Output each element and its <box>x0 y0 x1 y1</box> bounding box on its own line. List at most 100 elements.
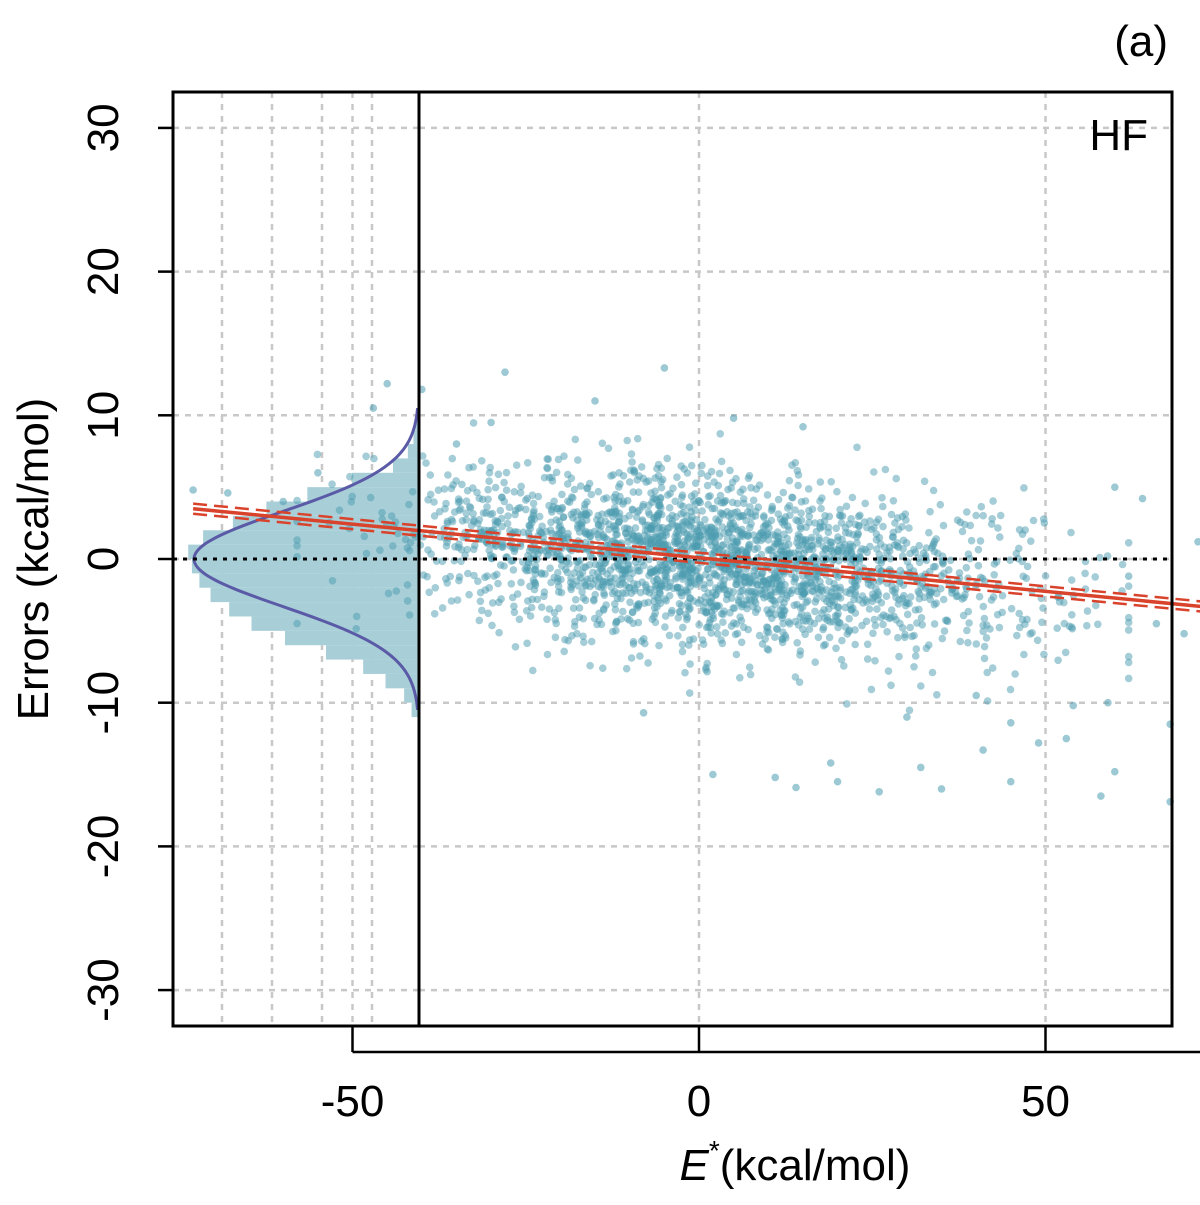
data-point <box>907 593 915 601</box>
data-point <box>661 577 669 585</box>
data-point <box>557 576 565 584</box>
data-point <box>750 567 758 575</box>
y-tick-label: 30 <box>79 103 128 152</box>
data-point <box>698 507 706 515</box>
data-point <box>959 528 967 536</box>
data-point <box>730 619 738 627</box>
data-point <box>833 488 841 496</box>
data-point <box>672 513 680 521</box>
data-point <box>659 476 667 484</box>
data-point <box>937 501 945 509</box>
data-point <box>698 462 706 470</box>
data-point <box>760 577 768 585</box>
data-point <box>638 637 646 645</box>
data-point <box>861 518 869 526</box>
data-point <box>1125 626 1133 634</box>
data-point <box>821 512 829 520</box>
data-point <box>1008 605 1016 613</box>
y-tick-label: 20 <box>79 247 128 296</box>
data-point <box>599 581 607 589</box>
data-point <box>389 542 397 550</box>
data-point <box>586 662 594 670</box>
data-point <box>404 544 412 552</box>
data-point <box>744 532 752 540</box>
data-point <box>883 592 891 600</box>
data-point <box>483 503 491 511</box>
data-point <box>634 604 642 612</box>
data-point <box>796 533 804 541</box>
data-point <box>792 673 800 681</box>
data-point <box>658 484 666 492</box>
data-point <box>877 540 885 548</box>
data-point <box>1020 484 1028 492</box>
data-point <box>765 646 773 654</box>
x-tick-label: 50 <box>1021 1077 1070 1126</box>
data-point <box>656 502 664 510</box>
data-point <box>638 463 646 471</box>
data-point <box>879 503 887 511</box>
data-point <box>892 594 900 602</box>
data-point <box>628 450 636 458</box>
data-point <box>367 494 375 502</box>
data-point <box>785 541 793 549</box>
data-point <box>619 500 627 508</box>
data-point <box>668 609 676 617</box>
data-point <box>679 641 687 649</box>
histogram-bar <box>229 602 419 616</box>
data-point <box>498 494 506 502</box>
data-point <box>648 536 656 544</box>
data-point <box>972 512 980 520</box>
data-point <box>875 516 883 524</box>
data-point <box>674 584 682 592</box>
data-point <box>646 586 654 594</box>
data-point <box>590 597 598 605</box>
data-point <box>538 603 546 611</box>
data-point <box>963 627 971 635</box>
data-point <box>520 529 528 537</box>
data-point <box>524 459 532 467</box>
data-point <box>485 477 493 485</box>
data-point <box>1180 630 1188 638</box>
data-point <box>901 634 909 642</box>
data-point <box>678 481 686 489</box>
data-point <box>964 639 972 647</box>
data-point <box>793 639 801 647</box>
data-point <box>645 508 653 516</box>
data-point <box>861 500 869 508</box>
data-point <box>968 537 976 545</box>
data-point <box>826 634 834 642</box>
data-point <box>627 466 635 474</box>
histogram-bar <box>192 559 419 573</box>
data-point <box>781 632 789 640</box>
data-point <box>684 614 692 622</box>
data-point <box>825 578 833 586</box>
data-point <box>749 579 757 587</box>
data-point <box>224 489 232 497</box>
data-point <box>835 619 843 627</box>
histogram-bar <box>393 458 419 472</box>
data-point <box>644 659 652 667</box>
data-point <box>661 623 669 631</box>
data-point <box>938 785 946 793</box>
data-point <box>328 480 336 488</box>
data-point <box>1125 653 1133 661</box>
data-point <box>1034 637 1042 645</box>
data-point <box>1084 607 1092 615</box>
data-point <box>477 598 485 606</box>
data-point <box>510 603 518 611</box>
data-point <box>1066 623 1074 631</box>
data-point <box>904 611 912 619</box>
data-point <box>905 524 913 532</box>
data-point <box>834 537 842 545</box>
data-point <box>455 577 463 585</box>
data-point <box>740 495 748 503</box>
data-point <box>683 543 691 551</box>
data-point <box>470 572 478 580</box>
data-point <box>939 560 947 568</box>
data-point <box>703 668 711 676</box>
data-point <box>686 689 694 697</box>
data-point <box>984 697 992 705</box>
data-point <box>543 455 551 463</box>
data-point <box>768 503 776 511</box>
data-point <box>1096 554 1104 562</box>
